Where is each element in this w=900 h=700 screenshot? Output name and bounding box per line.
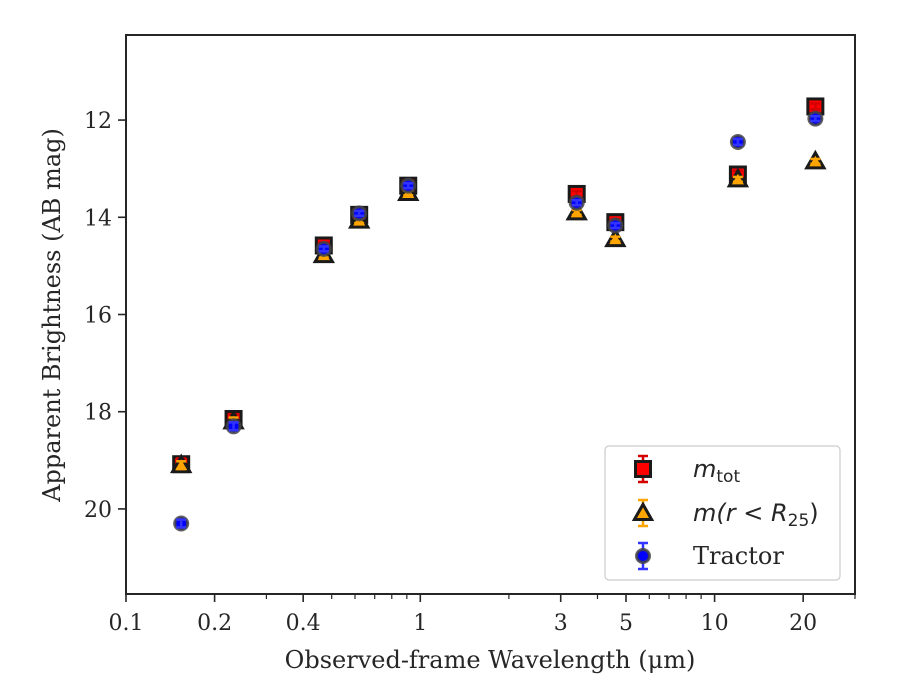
legend-marker-square <box>634 460 652 478</box>
error-bar <box>228 421 239 432</box>
error-bar <box>732 175 743 184</box>
error-bar <box>176 460 187 471</box>
error-bar <box>732 137 743 147</box>
series-circle <box>173 110 824 532</box>
y-tick-label: 20 <box>84 498 112 523</box>
x-tick-label: 1 <box>413 611 427 636</box>
legend-label-square: mtot <box>693 455 740 487</box>
x-tick-label: 5 <box>619 611 633 636</box>
legend-label-triangle: m(r < R25) <box>693 499 819 531</box>
data-points <box>169 97 827 532</box>
x-tick-label: 20 <box>789 611 817 636</box>
x-tick-label: 0.1 <box>109 611 144 636</box>
x-tick-label: 0.4 <box>286 611 321 636</box>
series-triangle <box>169 149 827 474</box>
y-tick-label: 14 <box>84 206 112 231</box>
error-bar <box>403 182 414 190</box>
axes: 0.1 0.2 0.4 1 3 5 10 20 12 14 16 18 20 <box>84 34 856 636</box>
y-tick-label: 18 <box>84 401 112 426</box>
x-tick-label: 10 <box>701 611 729 636</box>
y-tick-label: 12 <box>84 109 112 134</box>
x-tick-label: 0.2 <box>197 611 232 636</box>
legend: mtot m(r < R25) Tractor <box>604 445 841 581</box>
error-bar <box>610 221 621 230</box>
error-bar <box>810 114 821 123</box>
x-axis-label: Observed-frame Wavelength (μm) <box>285 646 696 674</box>
error-bar <box>810 102 821 111</box>
error-bar <box>176 518 187 529</box>
legend-marker-circle <box>635 548 651 564</box>
error-bar <box>810 157 821 166</box>
error-bar <box>354 209 365 218</box>
y-tick-label: 16 <box>84 304 112 329</box>
series-square <box>172 97 825 474</box>
legend-box <box>604 445 841 581</box>
error-bar <box>318 245 329 253</box>
y-axis-label: Apparent Brightness (AB mag) <box>38 128 66 503</box>
x-tick-label: 3 <box>554 611 568 636</box>
error-bar <box>610 235 621 243</box>
legend-label-circle: Tractor <box>693 542 784 570</box>
legend-marker-triangle <box>631 501 655 521</box>
error-bar <box>571 199 582 207</box>
